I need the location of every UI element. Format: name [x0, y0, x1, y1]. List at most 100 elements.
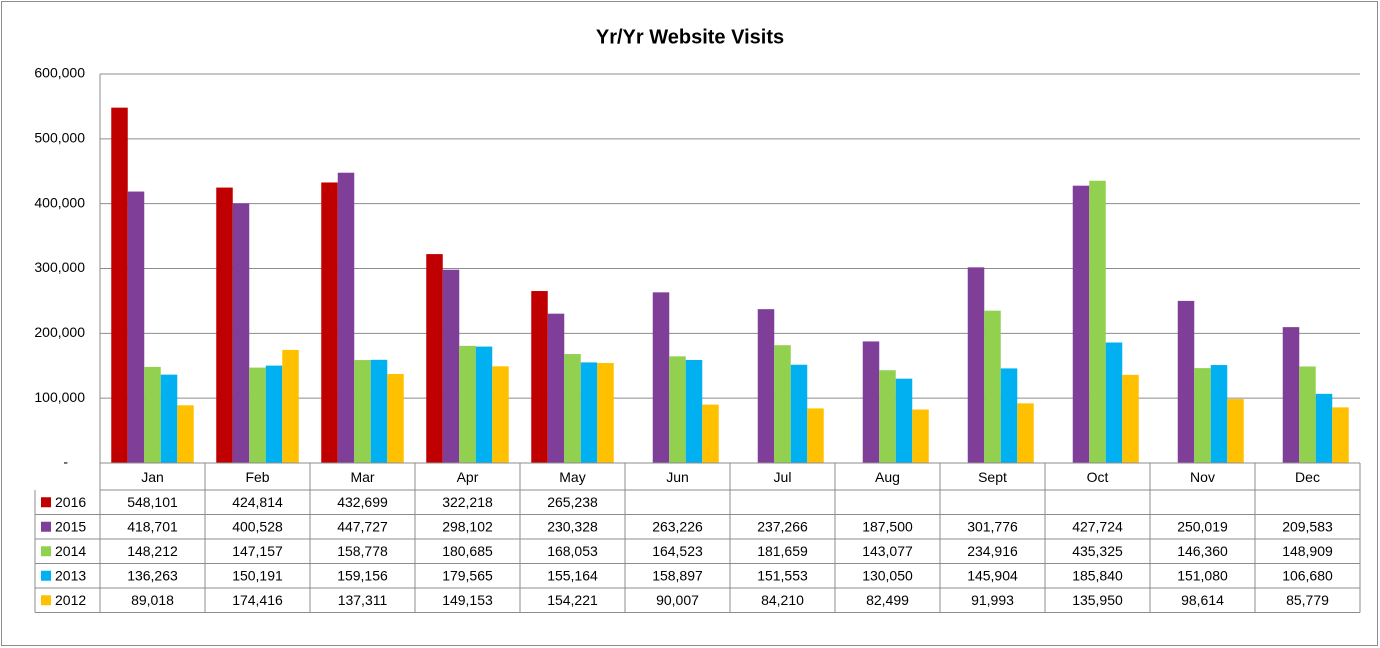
- bar: [232, 203, 250, 463]
- table-cell: 263,226: [652, 518, 703, 534]
- table-cell: 164,523: [652, 543, 703, 559]
- x-tick-label: Nov: [1190, 469, 1215, 485]
- table-cell: 130,050: [862, 567, 913, 583]
- bar: [111, 107, 128, 463]
- bar: [177, 405, 194, 463]
- bar: [426, 254, 443, 463]
- table-cell: 82,499: [866, 592, 909, 608]
- table-cell: 418,701: [127, 518, 178, 534]
- bar: [492, 366, 509, 463]
- y-tick-label: 300,000: [34, 259, 85, 275]
- table-cell: 151,553: [757, 567, 808, 583]
- table-cell: 400,528: [232, 518, 283, 534]
- bar: [1000, 368, 1018, 463]
- table-cell: 159,156: [337, 567, 388, 583]
- bar: [354, 360, 371, 463]
- table-cell: 209,583: [1282, 518, 1333, 534]
- x-tick-label: Feb: [245, 469, 269, 485]
- table-cell: 548,101: [127, 494, 178, 510]
- chart-title: Yr/Yr Website Visits: [596, 26, 784, 48]
- bar: [370, 359, 388, 463]
- bar: [1315, 393, 1333, 463]
- y-tick-label: 600,000: [34, 65, 85, 81]
- bar: [442, 269, 460, 463]
- bar: [1105, 342, 1123, 463]
- bar: [144, 366, 161, 463]
- y-tick-label: 200,000: [34, 324, 85, 340]
- bar: [1072, 185, 1090, 464]
- bar: [1227, 399, 1244, 463]
- table-cell: 427,724: [1072, 518, 1123, 534]
- table-cell: 98,614: [1181, 592, 1224, 608]
- table-cell: 168,053: [547, 543, 598, 559]
- legend-swatch: [41, 570, 51, 581]
- bar: [337, 172, 355, 463]
- table-cell: 150,191: [232, 567, 283, 583]
- bar: [967, 267, 985, 463]
- bar: [475, 346, 493, 463]
- x-tick-label: May: [559, 469, 585, 485]
- legend-swatch: [41, 595, 51, 606]
- table-cell: 135,950: [1072, 592, 1123, 608]
- bar: [790, 364, 808, 463]
- bar: [862, 341, 880, 463]
- table-cell: 146,360: [1177, 543, 1228, 559]
- table-cell: 158,778: [337, 543, 388, 559]
- bar: [1332, 407, 1349, 463]
- x-tick-label: Sept: [978, 469, 1007, 485]
- bar: [321, 182, 338, 464]
- x-tick-label: Aug: [875, 469, 900, 485]
- table-cell: 250,019: [1177, 518, 1228, 534]
- bar: [249, 367, 266, 463]
- table-cell: 136,263: [127, 567, 178, 583]
- legend-swatch: [41, 546, 51, 557]
- table-cell: 137,311: [338, 592, 388, 608]
- bar: [547, 313, 565, 463]
- bar: [265, 365, 283, 463]
- bar: [757, 309, 775, 463]
- bar: [282, 349, 299, 463]
- table-cell: 230,328: [547, 518, 598, 534]
- bar: [912, 409, 929, 463]
- bar: [387, 373, 404, 463]
- table-cell: 151,080: [1177, 567, 1228, 583]
- bar: [531, 291, 548, 463]
- table-cell: 84,210: [761, 592, 804, 608]
- legend-label: 2015: [55, 518, 86, 534]
- y-tick-label: 500,000: [34, 130, 85, 146]
- bar: [580, 362, 598, 463]
- table-cell: 298,102: [442, 518, 493, 534]
- x-tick-label: Jan: [141, 469, 164, 485]
- legend-swatch: [41, 497, 51, 508]
- table-cell: 90,007: [656, 592, 699, 608]
- table-cell: 158,897: [652, 567, 703, 583]
- legend-label: 2013: [55, 567, 86, 583]
- bar: [702, 404, 719, 463]
- table-cell: 424,814: [232, 494, 283, 510]
- legend-label: 2016: [55, 494, 86, 510]
- bar: [564, 354, 581, 463]
- bar: [1017, 403, 1034, 463]
- x-tick-label: Mar: [350, 469, 374, 485]
- table-cell: 145,904: [967, 567, 1018, 583]
- table-cell: 187,500: [862, 518, 913, 534]
- bar: [984, 310, 1001, 463]
- table-cell: 89,018: [131, 592, 174, 608]
- x-tick-label: Jun: [666, 469, 689, 485]
- legend-label: 2014: [55, 543, 86, 559]
- y-tick-label: 400,000: [34, 194, 85, 210]
- table-cell: 149,153: [442, 592, 493, 608]
- table-cell: 237,266: [757, 518, 808, 534]
- table-cell: 91,993: [971, 592, 1014, 608]
- bar: [160, 374, 178, 463]
- bar: [127, 191, 145, 464]
- table-cell: 154,221: [547, 592, 598, 608]
- table-cell: 148,909: [1282, 543, 1333, 559]
- bar: [895, 378, 913, 463]
- table-cell: 322,218: [442, 494, 493, 510]
- bar: [774, 345, 791, 463]
- y-tick-label: 100,000: [34, 389, 85, 405]
- table-cell: 447,727: [337, 518, 388, 534]
- table-cell: 155,164: [547, 567, 598, 583]
- bar: [879, 370, 896, 463]
